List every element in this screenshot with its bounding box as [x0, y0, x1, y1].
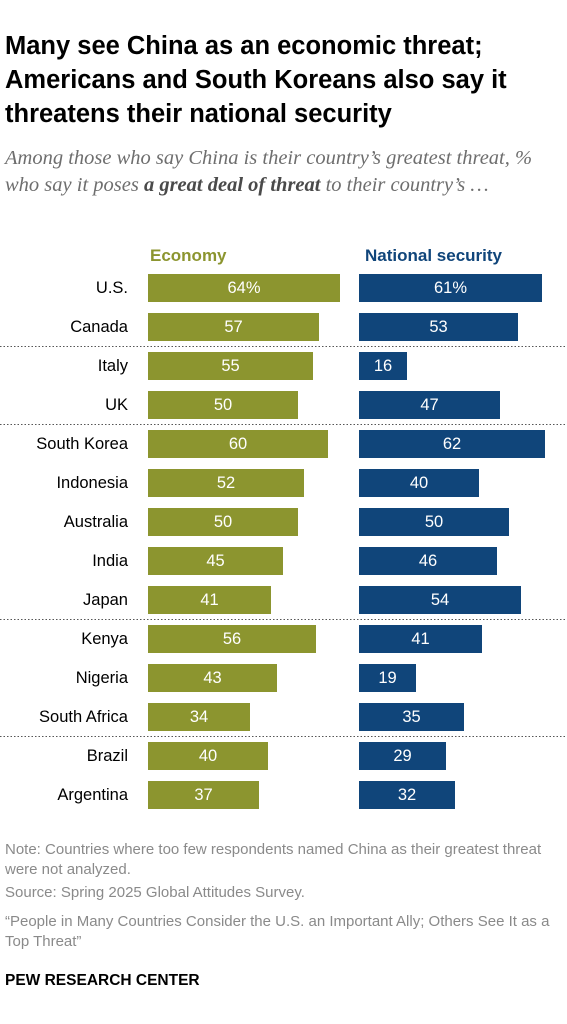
- economy-bar-kenya: [148, 625, 316, 653]
- category-label-argentina: Argentina: [57, 786, 128, 804]
- national-security-value-australia: 50: [425, 513, 443, 531]
- national-security-bar-south-africa: [359, 703, 464, 731]
- category-label-india: India: [92, 552, 129, 570]
- national-security-value-nigeria: 19: [378, 669, 396, 687]
- national-security-bar-brazil: [359, 742, 446, 770]
- economy-bar-italy: [148, 352, 313, 380]
- category-label-nigeria: Nigeria: [76, 669, 129, 687]
- bar-chart: U.S. 64% 61% Canada 57 53 Italy 55 16 UK 50 47 South…: [0, 274, 567, 809]
- economy-bar-japan: [148, 586, 271, 614]
- national-security-bar-indonesia: [359, 469, 479, 497]
- economy-value-italy: 55: [221, 357, 239, 375]
- economy-bar-nigeria: [148, 664, 277, 692]
- economy-column-header: Economy: [150, 246, 227, 265]
- category-label-australia: Australia: [64, 513, 129, 531]
- economy-value-south-africa: 34: [190, 708, 208, 726]
- economy-value-uk: 50: [214, 396, 232, 414]
- economy-bar-indonesia: [148, 469, 304, 497]
- economy-value-india: 45: [206, 552, 224, 570]
- national-security-bar-kenya: [359, 625, 482, 653]
- economy-value-u-s: 64%: [227, 279, 260, 297]
- national-security-bar-argentina: [359, 781, 455, 809]
- national-security-value-italy: 16: [374, 357, 392, 375]
- national-security-value-indonesia: 40: [410, 474, 428, 492]
- national-security-value-brazil: 29: [393, 747, 411, 765]
- national-security-value-uk: 47: [420, 396, 438, 414]
- economy-value-kenya: 56: [223, 630, 241, 648]
- category-label-japan: Japan: [83, 591, 128, 609]
- subtitle-text-end: to their country’s …: [320, 174, 489, 196]
- national-security-value-u-s: 61%: [434, 279, 467, 297]
- national-security-value-japan: 54: [431, 591, 449, 609]
- economy-bar-india: [148, 547, 283, 575]
- national-security-bar-india: [359, 547, 497, 575]
- category-label-italy: Italy: [98, 357, 129, 375]
- national-security-bar-australia: [359, 508, 509, 536]
- economy-value-south-korea: 60: [229, 435, 247, 453]
- national-security-bar-u-s: [359, 274, 542, 302]
- national-security-bar-nigeria: [359, 664, 416, 692]
- economy-bar-australia: [148, 508, 298, 536]
- category-label-uk: UK: [105, 396, 128, 414]
- publisher-footer: PEW RESEARCH CENTER: [5, 972, 200, 989]
- national-security-value-south-africa: 35: [402, 708, 420, 726]
- economy-value-australia: 50: [214, 513, 232, 531]
- category-label-u-s: U.S.: [96, 279, 128, 297]
- chart-source: Source: Spring 2025 Global Attitudes Sur…: [5, 884, 305, 901]
- economy-value-indonesia: 52: [217, 474, 235, 492]
- national-security-value-india: 46: [419, 552, 437, 570]
- economy-value-nigeria: 43: [203, 669, 221, 687]
- subtitle-emphasis: a great deal of threat: [143, 174, 321, 196]
- report-title: “People in Many Countries Consider the U…: [5, 913, 550, 950]
- economy-value-argentina: 37: [194, 786, 212, 804]
- economy-value-japan: 41: [200, 591, 218, 609]
- category-label-canada: Canada: [70, 318, 129, 336]
- category-label-indonesia: Indonesia: [56, 474, 128, 492]
- chart-note: Note: Countries where too few respondent…: [5, 841, 542, 878]
- category-label-brazil: Brazil: [87, 747, 128, 765]
- category-label-south-korea: South Korea: [36, 435, 129, 453]
- economy-value-canada: 57: [224, 318, 242, 336]
- national-security-bar-south-korea: [359, 430, 545, 458]
- economy-bar-argentina: [148, 781, 259, 809]
- national-security-bar-uk: [359, 391, 500, 419]
- national-security-column-header: National security: [365, 246, 502, 265]
- economy-bar-u-s: [148, 274, 340, 302]
- national-security-value-argentina: 32: [398, 786, 416, 804]
- national-security-value-canada: 53: [429, 318, 447, 336]
- category-label-kenya: Kenya: [81, 630, 129, 648]
- subtitle-text: Among those who say China is their count…: [5, 147, 533, 196]
- economy-value-brazil: 40: [199, 747, 217, 765]
- economy-bar-brazil: [148, 742, 268, 770]
- economy-bar-canada: [148, 313, 319, 341]
- national-security-bar-italy: [359, 352, 407, 380]
- chart-subtitle: Among those who say China is their count…: [5, 145, 560, 199]
- economy-bar-south-korea: [148, 430, 328, 458]
- national-security-value-kenya: 41: [411, 630, 429, 648]
- national-security-bar-japan: [359, 586, 521, 614]
- category-label-south-africa: South Africa: [39, 708, 129, 726]
- national-security-bar-canada: [359, 313, 518, 341]
- chart-title: Many see China as an economic threat; Am…: [5, 32, 507, 128]
- economy-bar-south-africa: [148, 703, 250, 731]
- economy-bar-uk: [148, 391, 298, 419]
- national-security-value-south-korea: 62: [443, 435, 461, 453]
